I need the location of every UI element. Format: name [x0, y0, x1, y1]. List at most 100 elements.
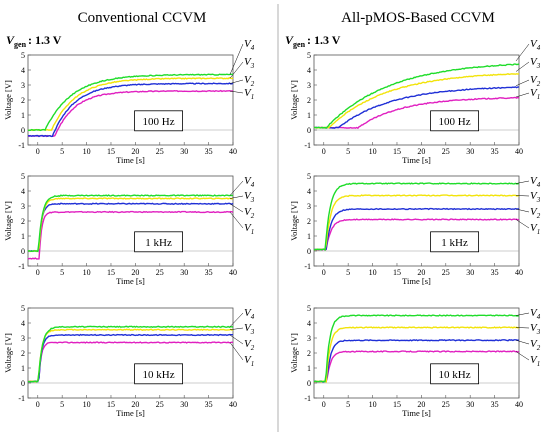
series-label-v4: V4: [244, 307, 255, 321]
y-tick-label: 3: [21, 334, 25, 343]
y-tick-label: 0: [21, 247, 25, 256]
x-tick-label: 0: [36, 147, 40, 156]
y-tick-label: -1: [304, 394, 311, 403]
y-tick-label: 3: [21, 81, 25, 90]
x-tick-label: 15: [393, 400, 401, 409]
vgen-label-right: Vgen: 1.3 V: [285, 33, 341, 49]
plot-frame: [313, 54, 520, 146]
frequency-label: 10 kHz: [439, 369, 471, 381]
x-axis-label: Time [s]: [402, 276, 431, 286]
x-tick-label: 5: [346, 400, 350, 409]
series-line-v1: [313, 350, 519, 383]
series-line-v3: [27, 77, 234, 132]
series-leader-line: [229, 61, 244, 79]
y-axis-label: Voltage [V]: [289, 201, 299, 241]
series-leader-line: [229, 203, 244, 213]
series-label-v1: V1: [530, 87, 540, 101]
x-tick-label: 15: [107, 400, 115, 409]
series-leader-line: [229, 195, 244, 199]
series-label-v3: V3: [530, 56, 541, 70]
x-tick-label: 15: [393, 147, 401, 156]
series-line-v4: [313, 314, 520, 383]
x-tick-label: 10: [369, 268, 377, 277]
conventional-title: Conventional CCVM: [78, 10, 207, 26]
frequency-label: 10 kHz: [143, 369, 175, 381]
y-tick-label: 4: [21, 319, 25, 328]
series-leader-line: [515, 180, 530, 184]
series-leader-line: [229, 180, 244, 196]
vgen-label-left: Vgen: 1.3 V: [6, 33, 62, 49]
x-tick-label: 25: [156, 400, 164, 409]
frequency-label: 1 kHz: [441, 237, 468, 249]
series-line-v2: [27, 82, 234, 138]
series-line-v3: [28, 197, 234, 253]
x-tick-label: 0: [322, 147, 326, 156]
y-tick-label: 3: [307, 334, 311, 343]
x-tick-label: 20: [131, 400, 139, 409]
plot-frame: [27, 175, 234, 267]
chart-panel: -1 0 1 2 3 4 5 0 5 10 15 20 25 30 35 40 Time [s] Voltage …: [289, 172, 541, 286]
series-label-v2: V2: [530, 74, 541, 88]
series-label-v4: V4: [530, 307, 541, 321]
series-line-v2: [313, 86, 520, 129]
y-tick-label: 1: [21, 111, 25, 120]
x-tick-label: 25: [442, 400, 450, 409]
series-line-v3: [27, 328, 234, 383]
x-axis-label: Time [s]: [116, 155, 145, 165]
y-tick-label: 5: [307, 51, 311, 60]
y-tick-label: 2: [21, 349, 25, 358]
y-axis-label: Voltage [V]: [3, 80, 13, 120]
y-tick-label: 3: [307, 202, 311, 211]
y-axis-label: Voltage [V]: [289, 333, 299, 373]
x-tick-label: 40: [229, 400, 237, 409]
series-label-v2: V2: [244, 338, 255, 352]
x-tick-label: 35: [205, 400, 213, 409]
x-axis-label: Time [s]: [116, 276, 145, 286]
series-leader-line: [229, 327, 244, 330]
y-tick-label: 4: [21, 66, 25, 75]
x-tick-label: 0: [36, 268, 40, 277]
x-tick-label: 5: [346, 268, 350, 277]
x-tick-label: 15: [107, 147, 115, 156]
series-label-v1: V1: [244, 354, 254, 368]
series-leader-line: [229, 43, 244, 75]
series-line-v2: [27, 202, 234, 253]
frequency-label: 100 Hz: [143, 116, 175, 128]
x-tick-label: 15: [393, 268, 401, 277]
frequency-box: [134, 110, 184, 132]
x-tick-label: 35: [491, 268, 499, 277]
series-leader-line: [229, 342, 244, 361]
series-label-v1: V1: [244, 222, 254, 236]
series-line-v2: [313, 207, 520, 251]
frequency-box: [430, 110, 480, 132]
x-tick-label: 0: [322, 268, 326, 277]
x-tick-label: 25: [442, 268, 450, 277]
x-tick-label: 35: [205, 147, 213, 156]
series-leader-line: [229, 334, 244, 345]
x-tick-label: 10: [369, 147, 377, 156]
series-label-v2: V2: [244, 74, 255, 88]
y-tick-label: 4: [307, 319, 311, 328]
plot-frame: [313, 307, 520, 399]
series-line-v1: [27, 89, 234, 138]
series-line-v1: [27, 341, 234, 383]
series-leader-line: [515, 327, 530, 329]
x-axis-label: Time [s]: [116, 408, 145, 418]
series-line-v3: [313, 194, 520, 251]
x-tick-label: 35: [491, 147, 499, 156]
series-leader-line: [515, 219, 530, 229]
plot-frame: [27, 307, 234, 399]
x-tick-label: 30: [180, 268, 188, 277]
series-leader-line: [229, 90, 244, 94]
y-tick-label: 5: [21, 172, 25, 181]
y-tick-label: -1: [18, 394, 25, 403]
x-tick-label: 20: [417, 400, 425, 409]
y-tick-label: 0: [21, 379, 25, 388]
x-tick-label: 20: [131, 147, 139, 156]
y-tick-label: 1: [307, 232, 311, 241]
frequency-box: [134, 231, 184, 253]
series-line-v4: [313, 182, 520, 251]
series-leader-line: [229, 211, 244, 229]
frequency-label: 1 kHz: [145, 237, 172, 249]
x-tick-label: 5: [60, 147, 64, 156]
